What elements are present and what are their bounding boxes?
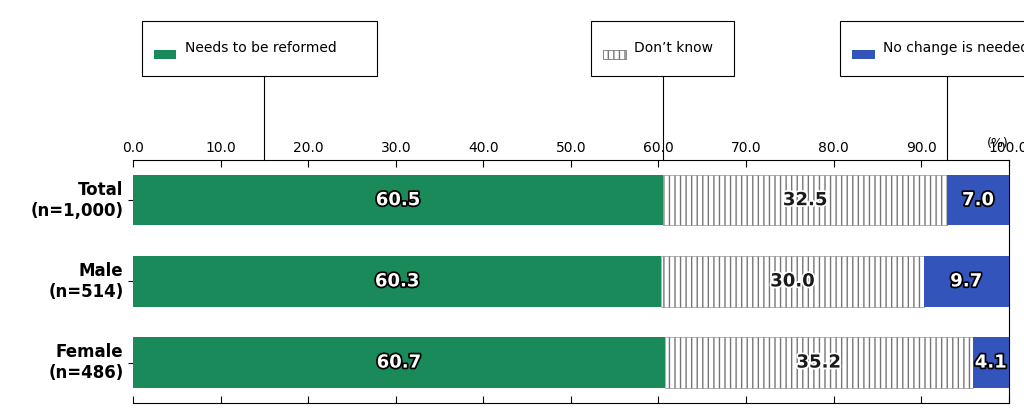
Bar <box>133 256 662 307</box>
Bar <box>947 175 1009 226</box>
Text: 7.0: 7.0 <box>963 191 994 209</box>
Text: Needs to be reformed: Needs to be reformed <box>184 41 336 55</box>
Bar <box>133 337 665 388</box>
Text: (%): (%) <box>987 137 1009 150</box>
Bar <box>662 256 924 307</box>
Bar <box>665 337 973 388</box>
Text: 9.7: 9.7 <box>950 273 982 290</box>
Text: 30.0: 30.0 <box>770 273 814 290</box>
Text: 60.3: 60.3 <box>375 273 419 290</box>
Text: Don’t know: Don’t know <box>634 41 713 55</box>
Text: No change is needed: No change is needed <box>883 41 1024 55</box>
Text: 32.5: 32.5 <box>783 191 827 209</box>
Text: 35.2: 35.2 <box>797 354 841 372</box>
Bar <box>973 337 1009 388</box>
Bar <box>924 256 1009 307</box>
Text: 60.7: 60.7 <box>377 354 421 372</box>
Text: 4.1: 4.1 <box>975 354 1007 372</box>
Text: 60.5: 60.5 <box>376 191 420 209</box>
Bar <box>663 175 947 226</box>
Bar <box>133 175 663 226</box>
